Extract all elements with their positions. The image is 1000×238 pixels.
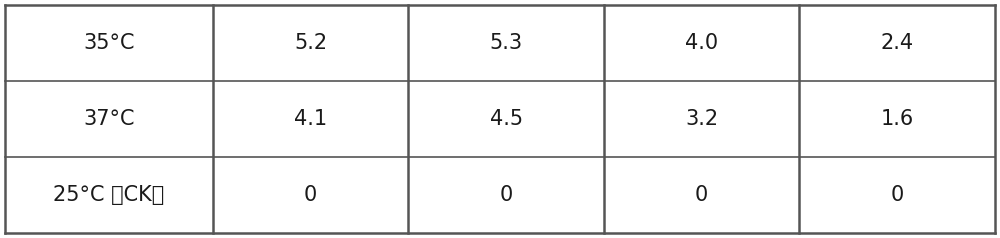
Text: 4.0: 4.0 bbox=[685, 33, 718, 53]
Text: 5.3: 5.3 bbox=[490, 33, 523, 53]
Text: 25°C （CK）: 25°C （CK） bbox=[53, 185, 165, 205]
Text: 0: 0 bbox=[891, 185, 904, 205]
Text: 5.2: 5.2 bbox=[294, 33, 327, 53]
Text: 0: 0 bbox=[500, 185, 513, 205]
Text: 0: 0 bbox=[695, 185, 708, 205]
Text: 4.5: 4.5 bbox=[490, 109, 523, 129]
Text: 1.6: 1.6 bbox=[881, 109, 914, 129]
Text: 3.2: 3.2 bbox=[685, 109, 718, 129]
Text: 35°C: 35°C bbox=[83, 33, 135, 53]
Text: 37°C: 37°C bbox=[83, 109, 135, 129]
Text: 4.1: 4.1 bbox=[294, 109, 327, 129]
Text: 0: 0 bbox=[304, 185, 317, 205]
Text: 2.4: 2.4 bbox=[881, 33, 914, 53]
